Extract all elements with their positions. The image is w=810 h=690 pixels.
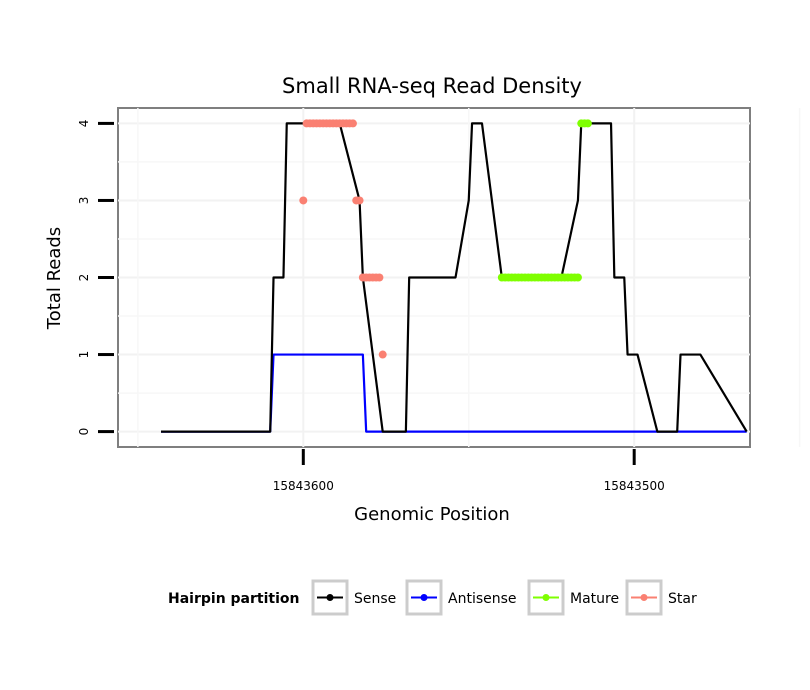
y-tick-label: 3 — [77, 197, 91, 205]
x-tick-label: 15843500 — [604, 479, 665, 493]
legend-label: Mature — [570, 591, 619, 607]
legend-entry-antisense: Antisense — [405, 579, 517, 616]
point-mature — [583, 119, 592, 128]
x-axis-title: Genomic Position — [354, 504, 510, 525]
point-star — [355, 196, 364, 205]
legend-entry-mature: Mature — [527, 579, 619, 616]
legend: Hairpin partition Sense Antisense Mature St… — [168, 579, 697, 616]
legend-entry-star: Star — [625, 579, 697, 616]
axes-layer: 0 1 2 3 4 15843600 15843500 — [77, 120, 665, 493]
legend-entry-sense: Sense — [311, 579, 396, 616]
legend-key-point — [640, 594, 648, 601]
point-star — [378, 350, 387, 359]
legend-label: Antisense — [448, 591, 517, 607]
legend-key-point — [420, 594, 428, 601]
point-star — [375, 273, 384, 282]
point-star — [348, 119, 357, 128]
point-star — [299, 196, 308, 205]
legend-key-point — [542, 594, 550, 601]
point-mature — [573, 273, 582, 282]
y-tick-label: 0 — [77, 428, 91, 436]
x-tick-label: 15843600 — [273, 479, 334, 493]
y-tick-label: 2 — [77, 274, 91, 282]
legend-entries: Sense Antisense Mature Star — [311, 579, 697, 616]
points-layer — [299, 119, 592, 359]
y-tick-label: 4 — [77, 120, 91, 128]
legend-label: Sense — [354, 591, 396, 607]
y-axis-title: Total Reads — [44, 227, 65, 330]
chart-title: Small RNA-seq Read Density — [282, 74, 582, 98]
y-tick-label: 1 — [77, 351, 91, 359]
legend-title: Hairpin partition — [168, 591, 299, 607]
legend-key-point — [326, 594, 334, 601]
legend-label: Star — [668, 591, 697, 607]
